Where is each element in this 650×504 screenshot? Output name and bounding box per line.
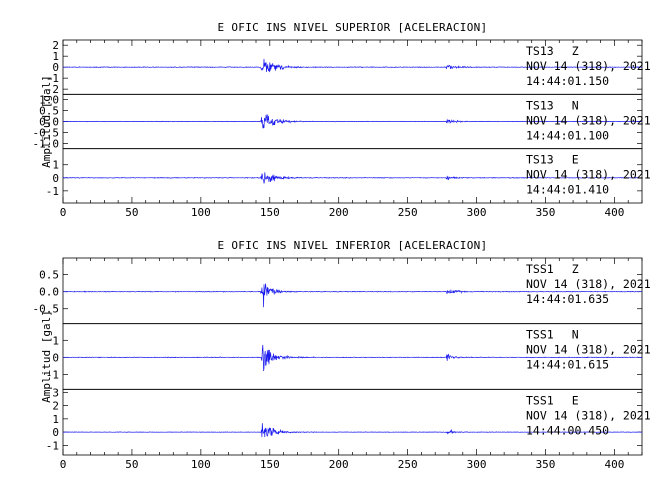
station-label: TS13 E (526, 153, 579, 167)
y-tick-label: -1.0 (33, 137, 60, 150)
x-tick-label: 200 (329, 206, 349, 219)
component-code: E (572, 153, 579, 167)
y-axis-label: Amplitud [gal] (40, 310, 53, 403)
waveform-line (62, 58, 643, 73)
station-code: TSS1 (526, 393, 554, 407)
chart-title: E OFIC INS NIVEL SUPERIOR [ACELERACION] (218, 21, 488, 34)
x-tick-label: 50 (125, 206, 138, 219)
y-tick-label: 0.5 (39, 269, 59, 282)
trace-time: 14:44:01.635 (526, 292, 609, 306)
trace-time: 14:44:01.615 (526, 358, 609, 372)
station-label: TSS1 N (526, 328, 579, 342)
x-tick-label: 200 (329, 458, 349, 471)
station-code: TSS1 (526, 262, 554, 276)
y-tick-label: 1 (52, 413, 59, 426)
waveform-line (62, 423, 643, 438)
station-label: TSS1 E (526, 393, 579, 407)
x-tick-label: 100 (191, 206, 211, 219)
waveform-line (62, 172, 643, 184)
y-tick-label: -1 (46, 368, 59, 381)
y-tick-label: 1 (52, 159, 59, 172)
y-tick-label: 2 (52, 39, 59, 52)
y-tick-label: 1 (52, 50, 59, 63)
waveform-line (63, 114, 643, 129)
station-code: TSS1 (526, 328, 554, 342)
x-tick-label: 100 (191, 458, 211, 471)
y-tick-label: 0 (52, 351, 59, 364)
y-tick-label: -1 (46, 439, 59, 452)
x-tick-label: 350 (536, 458, 556, 471)
trace-date: NOV 14 (318), 2021 (526, 277, 650, 291)
station-label: TS13 N (526, 98, 579, 112)
chart-title: E OFIC INS NIVEL INFERIOR [ACELERACION] (218, 239, 488, 252)
y-tick-label: 0.5 (39, 105, 59, 118)
trace-time: 14:44:01.150 (526, 74, 609, 88)
x-tick-label: 400 (604, 458, 624, 471)
y-tick-label: 1 (52, 334, 59, 347)
y-tick-label: 0.0 (39, 116, 59, 129)
x-tick-label: 350 (536, 206, 556, 219)
x-tick-label: 300 (467, 206, 487, 219)
y-tick-label: -1 (46, 72, 59, 85)
y-tick-label: 0.0 (39, 286, 59, 299)
station-code: TS13 (526, 98, 554, 112)
component-code: E (572, 393, 579, 407)
component-code: Z (572, 262, 579, 276)
station-code: TS13 (526, 153, 554, 167)
station-code: TS13 (526, 44, 554, 58)
x-tick-label: 250 (398, 458, 418, 471)
y-axis-label: Amplitud [gal] (40, 75, 53, 168)
x-tick-label: 400 (604, 206, 624, 219)
x-tick-label: 150 (260, 206, 280, 219)
y-tick-label: -0.5 (33, 303, 60, 316)
y-tick-label: 1.0 (39, 94, 59, 107)
y-tick-label: 0 (52, 172, 59, 185)
trace-date: NOV 14 (318), 2021 (526, 408, 650, 422)
component-code: N (572, 98, 579, 112)
trace-time: 14:44:01.100 (526, 128, 609, 142)
station-label: TS13 Z (526, 44, 579, 58)
y-tick-label: 0 (52, 61, 59, 74)
y-tick-label: 0 (52, 426, 59, 439)
x-tick-label: 50 (125, 458, 138, 471)
x-tick-label: 300 (467, 458, 487, 471)
y-tick-label: 3 (52, 386, 59, 399)
y-tick-label: -0.5 (33, 126, 60, 139)
trace-date: NOV 14 (318), 2021 (526, 59, 650, 73)
y-tick-label: -2 (46, 83, 59, 96)
waveform-line (62, 344, 643, 372)
x-tick-label: 250 (398, 206, 418, 219)
trace-date: NOV 14 (318), 2021 (526, 343, 650, 357)
x-tick-label: 0 (60, 206, 67, 219)
station-label: TSS1 Z (526, 262, 579, 276)
y-tick-label: 2 (52, 400, 59, 413)
trace-time: 14:44:01.410 (526, 183, 609, 197)
x-tick-label: 150 (260, 458, 280, 471)
trace-time: 14:44:00.450 (526, 423, 609, 437)
waveform-line (62, 283, 642, 308)
trace-date: NOV 14 (318), 2021 (526, 113, 650, 127)
component-code: N (572, 328, 579, 342)
x-tick-label: 0 (60, 458, 67, 471)
y-tick-label: -1 (46, 185, 59, 198)
component-code: Z (572, 44, 579, 58)
trace-date: NOV 14 (318), 2021 (526, 168, 650, 182)
